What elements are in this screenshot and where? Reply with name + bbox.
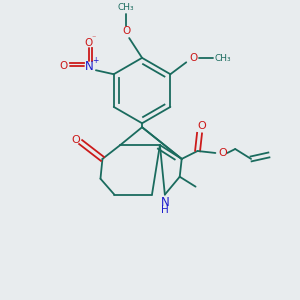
Text: O: O [189, 53, 197, 63]
Text: O: O [122, 26, 130, 36]
Text: N: N [160, 196, 169, 209]
Text: CH₃: CH₃ [118, 3, 134, 12]
Text: O: O [218, 148, 227, 158]
Text: H: H [161, 206, 169, 215]
Text: +: + [92, 56, 98, 65]
Text: ⁻: ⁻ [92, 33, 96, 42]
Text: N: N [85, 60, 93, 73]
Text: O: O [71, 135, 80, 145]
Text: O: O [85, 38, 93, 47]
Text: CH₃: CH₃ [214, 54, 231, 63]
Text: O: O [197, 121, 206, 131]
Text: O: O [59, 61, 68, 71]
